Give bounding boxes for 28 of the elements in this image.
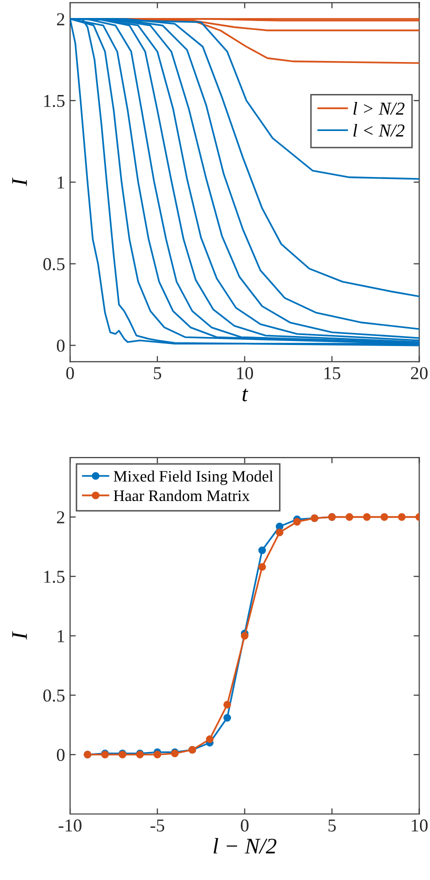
y-tick-label: 0.5 [43,689,65,702]
x-tick-label: 5 [154,367,162,380]
y-tick-label: 2 [56,13,64,26]
x-tick-label: -5 [150,820,164,832]
y-tick-label: 1.5 [44,570,65,583]
x-tick-label: 20 [411,367,428,380]
y-tick-label: 0.5 [43,258,65,270]
x-tick-label: -10 [58,819,82,832]
x-tick-label: 10 [237,367,254,380]
y-tick-label: 1 [58,176,64,188]
y-axis-title: I [12,178,27,186]
x-axis-title: t [242,388,248,402]
x-tick-label: 0 [240,819,248,832]
legend-label: Mixed Field Ising Model [114,470,274,486]
x-axis-title: l − N/2 [214,838,276,854]
y-tick-label: 1.5 [44,94,65,108]
x-tick-label: 15 [324,367,340,380]
y-tick-label: 0 [56,340,65,352]
x-tick-label: 0 [66,367,74,380]
legend-label: Haar Random Matrix [114,490,250,502]
x-tick-label: 10 [412,819,428,832]
y-tick-label: 2 [56,511,64,524]
y-axis-title: I [12,631,27,640]
legend-label: l > N/2 [353,102,404,115]
y-tick-label: 1 [58,630,64,642]
legend-label: l < N/2 [353,124,404,137]
x-tick-label: 5 [328,820,336,832]
y-tick-label: 0 [56,748,65,762]
